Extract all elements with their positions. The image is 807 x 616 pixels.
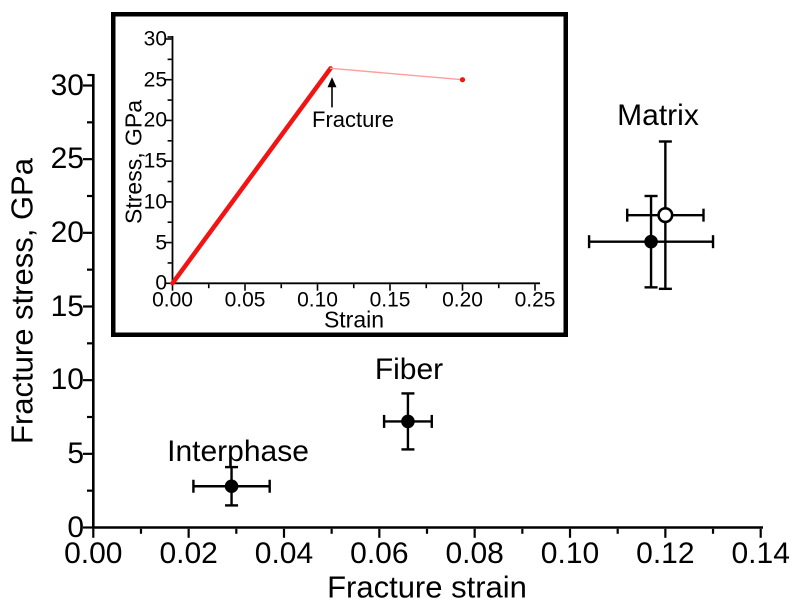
y-tick-label: 15 bbox=[143, 149, 167, 173]
x-tick-label: 0.20 bbox=[442, 288, 483, 312]
series-end-dot bbox=[459, 77, 466, 83]
x-tick-label: 0.12 bbox=[636, 537, 695, 570]
x-tick-label: 0.00 bbox=[64, 537, 123, 570]
x-tick-label: 0.10 bbox=[297, 288, 338, 312]
series-post-fracture bbox=[329, 67, 464, 81]
x-tick-label: 0.15 bbox=[369, 288, 411, 312]
series-elastic-loading bbox=[170, 66, 333, 286]
inset-y-axis-title: Stress, GPa bbox=[120, 100, 147, 224]
inset-x-axis-title: Strain bbox=[323, 306, 385, 333]
inset-border bbox=[111, 12, 568, 337]
x-tick-label: 0.05 bbox=[224, 288, 266, 312]
y-tick-label: 0 bbox=[155, 271, 167, 295]
data-point-interphase bbox=[192, 465, 271, 507]
open-circle-marker bbox=[657, 207, 674, 224]
y-tick-label: 20 bbox=[143, 108, 167, 132]
x-tick-label: 0.14 bbox=[731, 537, 790, 570]
y-tick-label: 20 bbox=[50, 215, 84, 249]
point-label-matrix: Matrix bbox=[617, 99, 699, 132]
filled-circle-marker bbox=[224, 479, 239, 494]
y-tick-label: 10 bbox=[143, 190, 167, 214]
y-tick-label: 5 bbox=[155, 231, 167, 255]
x-tick-label: 0.10 bbox=[540, 537, 600, 570]
y-tick-label: 30 bbox=[50, 68, 84, 102]
fracture-arrow bbox=[327, 77, 337, 108]
fracture-annotation: Fracture bbox=[312, 107, 394, 132]
main-y-axis-title: Fracture stress, GPa bbox=[4, 158, 40, 444]
x-tick-label: 0.06 bbox=[350, 537, 409, 570]
data-point-matrix-open bbox=[626, 140, 705, 291]
y-tick-label: 10 bbox=[50, 363, 84, 397]
main-chart bbox=[83, 73, 763, 538]
data-point-fiber bbox=[382, 392, 433, 451]
x-tick-label: 0.00 bbox=[152, 288, 193, 312]
x-tick-label: 0.25 bbox=[514, 288, 556, 312]
y-tick-label: 25 bbox=[143, 68, 167, 92]
y-tick-label: 5 bbox=[67, 436, 84, 470]
x-tick-label: 0.08 bbox=[445, 537, 504, 570]
inset-chart bbox=[111, 12, 568, 337]
x-tick-label: 0.04 bbox=[254, 537, 314, 570]
y-tick-label: 0 bbox=[67, 510, 84, 544]
point-label-interphase: Interphase bbox=[167, 435, 309, 468]
x-tick-label: 0.02 bbox=[159, 537, 218, 570]
y-tick-label: 15 bbox=[50, 289, 84, 323]
point-label-fiber: Fiber bbox=[374, 353, 444, 386]
data-point-matrix bbox=[587, 194, 715, 289]
y-tick-label: 25 bbox=[50, 142, 84, 176]
main-x-axis-title: Fracture strain bbox=[327, 569, 527, 605]
arrow-head bbox=[327, 77, 337, 88]
filled-circle-marker bbox=[644, 234, 658, 249]
y-tick-label: 30 bbox=[143, 27, 167, 51]
filled-circle-marker bbox=[401, 414, 415, 429]
